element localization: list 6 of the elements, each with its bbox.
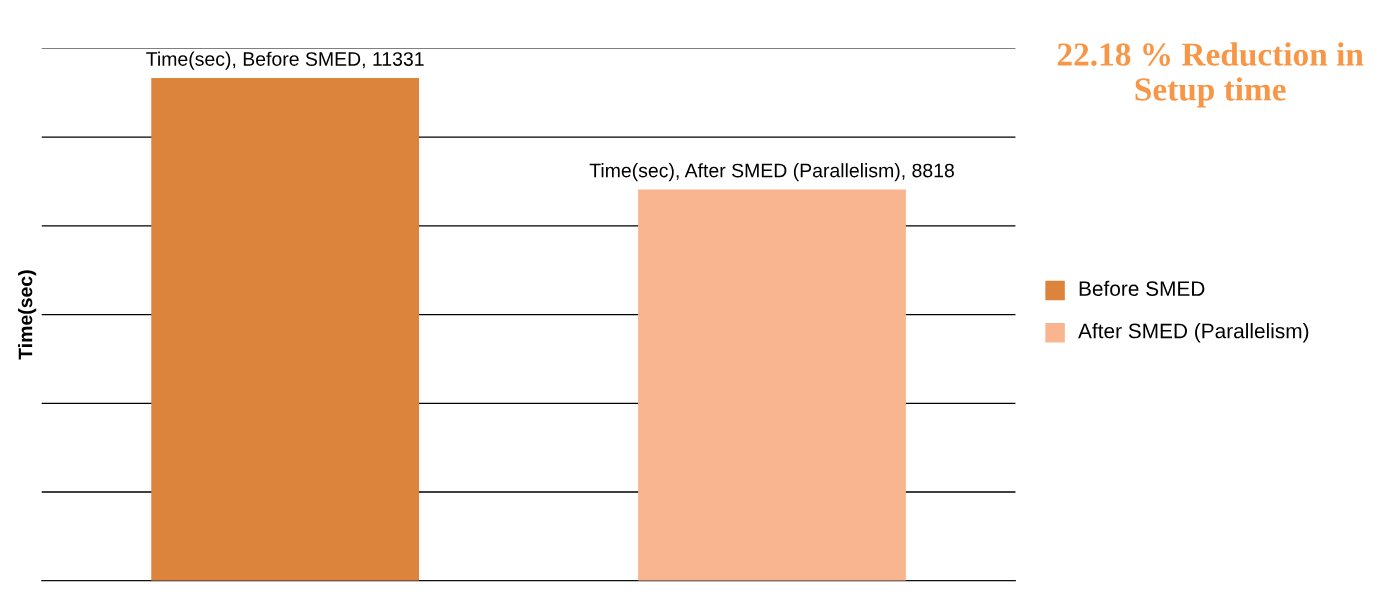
y-axis-title: Time(sec): [18, 270, 37, 360]
text: Before SMED: [1079, 280, 1205, 296]
data-label: Time(sec), Before SMED, 11331: [146, 51, 424, 70]
text: After SMED (Parallelism): [1078, 323, 1309, 343]
data-label: Time(sec), After SMED (Parallelism), 8818: [589, 163, 954, 182]
text: 22.18 % Reduction in Setup time: [1057, 42, 1364, 108]
